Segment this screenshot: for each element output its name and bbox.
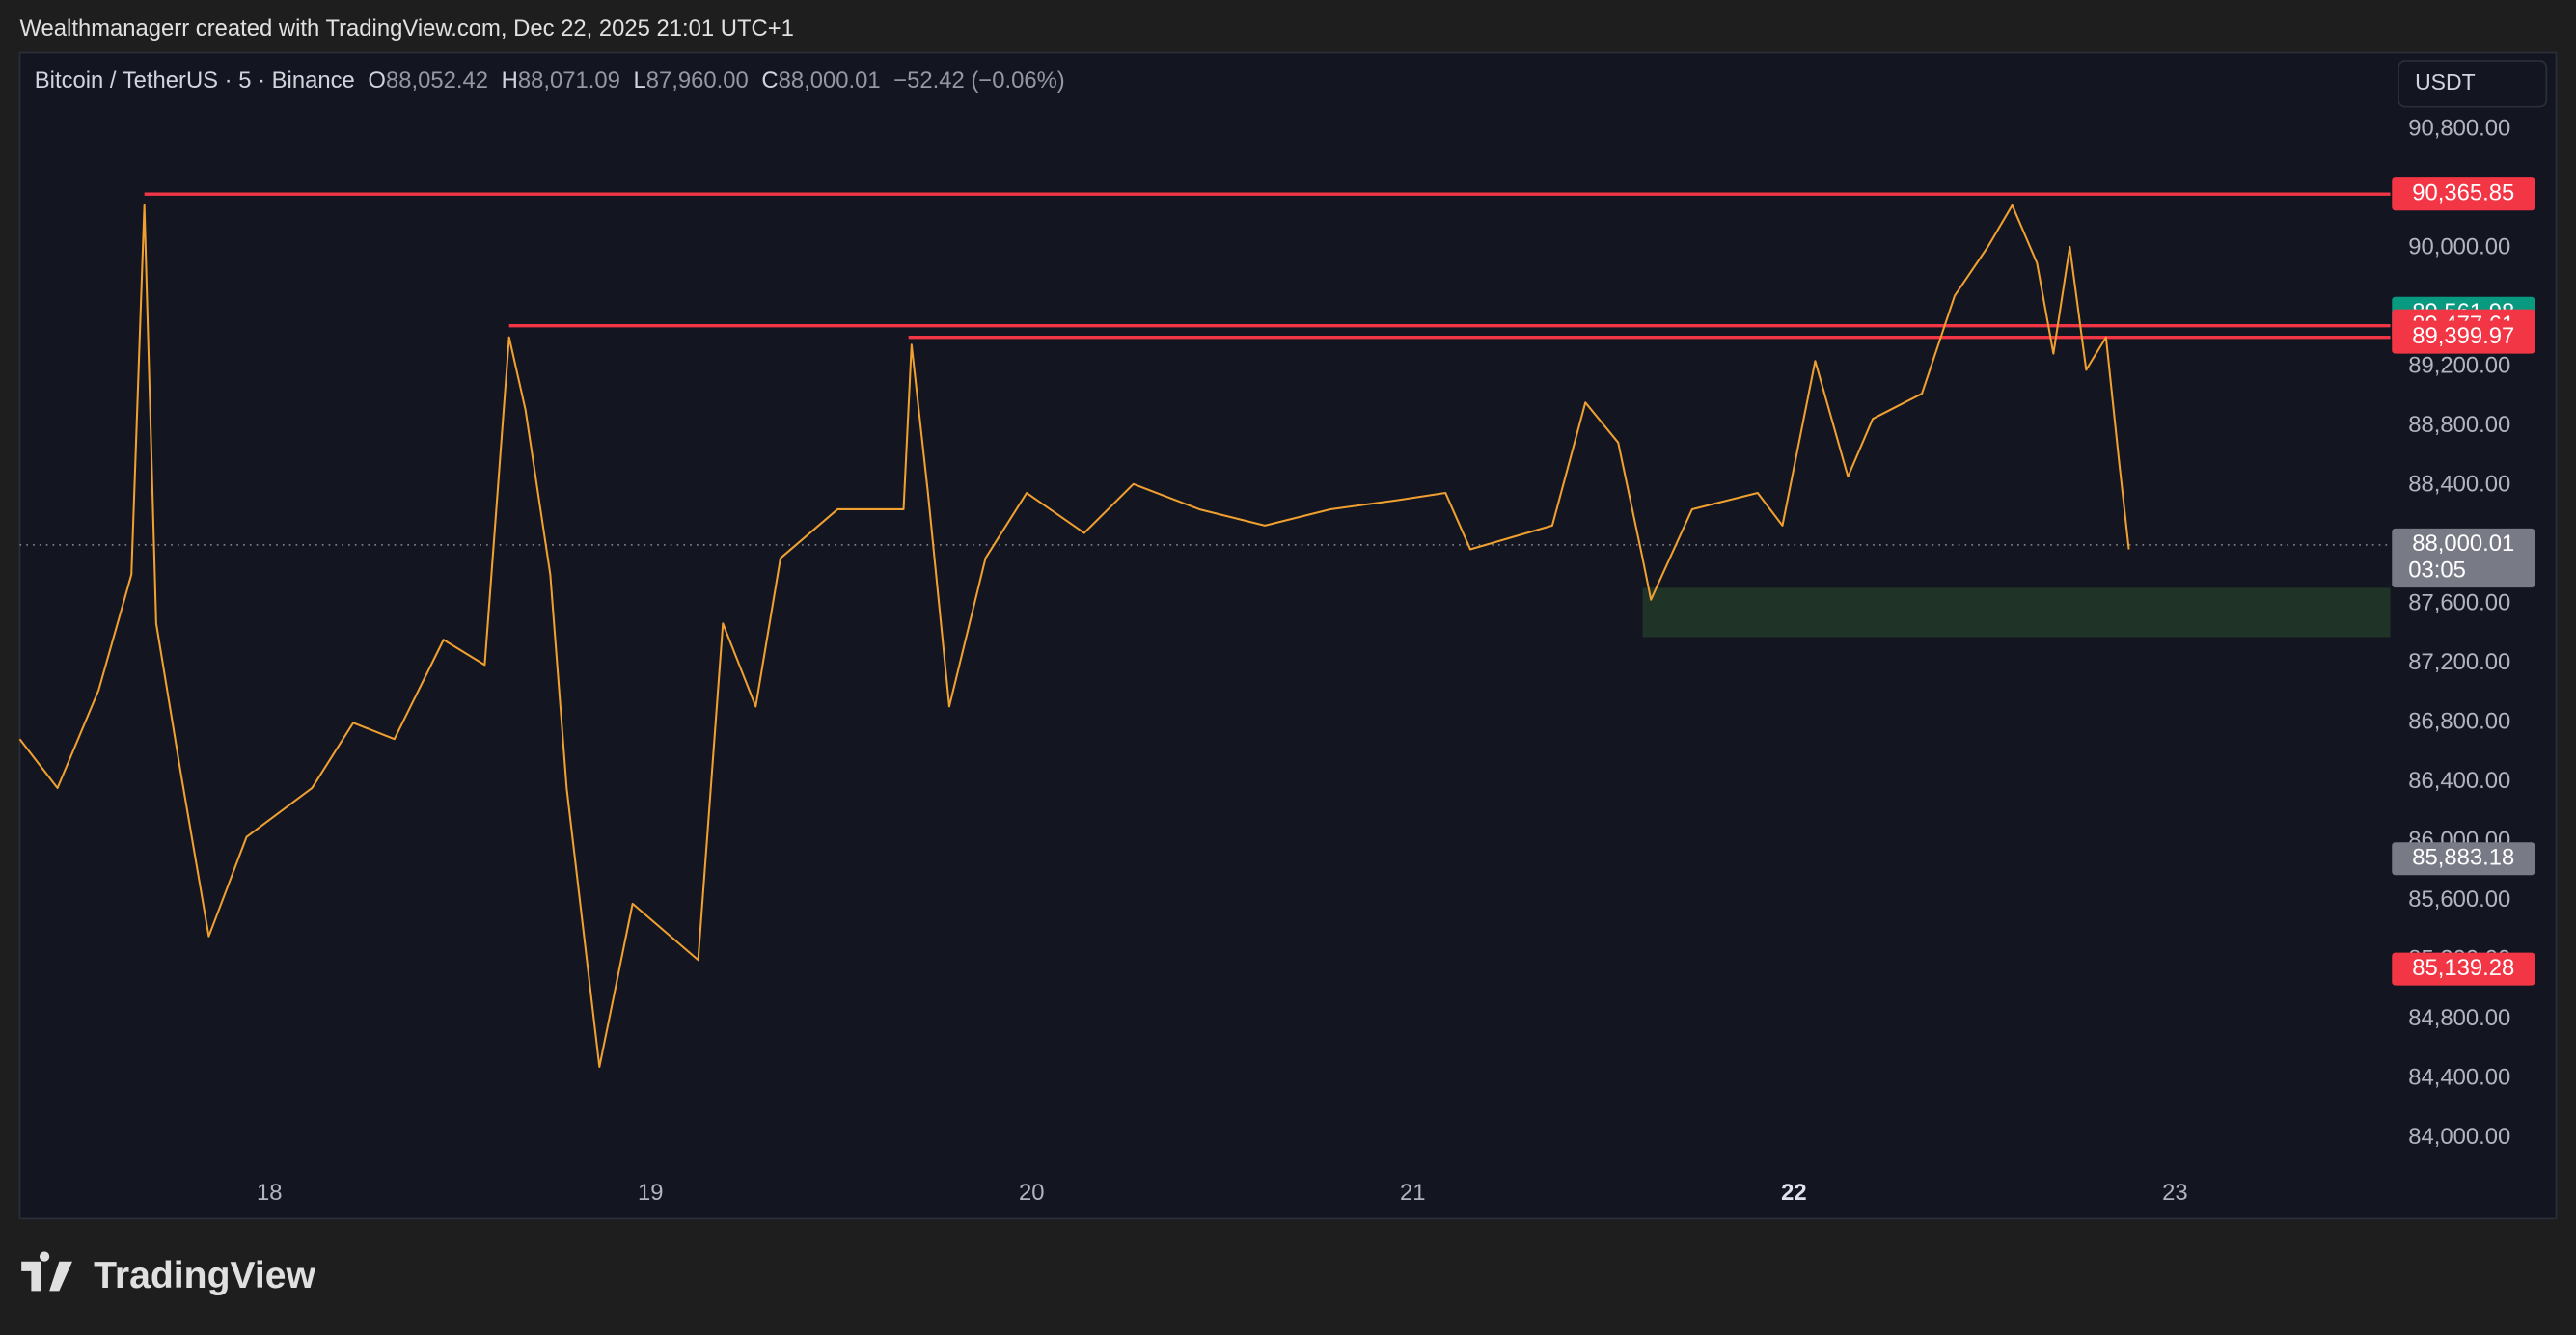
ohlc-value: 88,000.01 [779, 68, 881, 94]
y-tick-label: 84,400.00 [2408, 1065, 2510, 1091]
legend: Bitcoin / TetherUS · 5 · Binance O88,052.… [35, 68, 1065, 94]
price-label-box [2392, 320, 2535, 354]
x-tick-label: 22 [1781, 1180, 1807, 1206]
x-tick-label: 18 [257, 1180, 283, 1206]
logo-icon [21, 1251, 72, 1292]
price-label-box [2392, 842, 2535, 876]
zone [1642, 587, 2391, 638]
y-tick-label: 87,600.00 [2408, 590, 2510, 616]
countdown: 03:05 [2408, 557, 2466, 583]
x-tick-label: 21 [1400, 1180, 1426, 1206]
price-label: 90,365.85 [2412, 179, 2514, 205]
y-tick-label: 88,400.00 [2408, 472, 2510, 498]
y-tick-label: 90,800.00 [2408, 116, 2510, 142]
price-label: 85,883.18 [2412, 845, 2514, 871]
price-label-box [2392, 952, 2535, 986]
y-tick-label: 84,800.00 [2408, 1005, 2510, 1031]
price-label: 85,139.28 [2412, 955, 2514, 981]
y-tick-label: 86,400.00 [2408, 768, 2510, 794]
price-label-box [2392, 528, 2535, 588]
y-tick-label: 87,200.00 [2408, 649, 2510, 675]
ohlc-value: 87,960.00 [646, 68, 749, 94]
ohlc-name: H [502, 68, 518, 94]
y-tick-label: 89,200.00 [2408, 353, 2510, 379]
legend-text: Bitcoin / TetherUS · 5 · Binance O88,052.… [35, 68, 1065, 94]
currency-button[interactable] [2398, 60, 2548, 108]
logo: TradingView [21, 1251, 316, 1296]
ohlc-value: 88,052.42 [386, 68, 488, 94]
header: Wealthmanagerr created with TradingView.… [19, 15, 793, 41]
x-tick-label: 23 [2162, 1180, 2188, 1206]
price-label: 89,399.97 [2412, 323, 2514, 349]
y-tick-label: 85,600.00 [2408, 886, 2510, 913]
symbol: Bitcoin / TetherUS · 5 · Binance [35, 68, 355, 94]
y-tick-label: 86,800.00 [2408, 709, 2510, 735]
x-tick-label: 19 [638, 1180, 664, 1206]
change: −52.42 (−0.06%) [893, 68, 1065, 94]
price-label: 88,000.01 [2412, 531, 2514, 557]
ohlc-name: L [633, 68, 645, 94]
y-tick-label: 84,000.00 [2408, 1124, 2510, 1150]
ohlc-value: 88,071.09 [518, 68, 620, 94]
logo-text: TradingView [94, 1255, 315, 1296]
currency[interactable]: USDT [2415, 69, 2476, 95]
ohlc-name: C [761, 68, 778, 94]
price-line [18, 204, 2130, 1068]
price-label-box [2392, 177, 2535, 211]
y-tick-label: 88,800.00 [2408, 412, 2510, 438]
ohlc-name: O [368, 68, 386, 94]
y-tick-label: 90,000.00 [2408, 234, 2510, 260]
x-tick-label: 20 [1019, 1180, 1045, 1206]
